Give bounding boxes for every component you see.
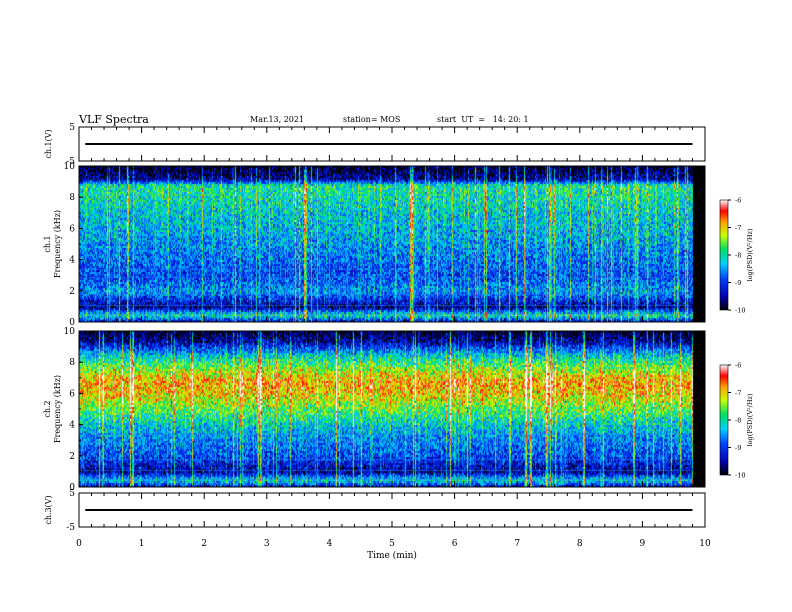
colorbar-label: log(PSD)(V²/Hz) [746,393,754,446]
colorbar-tick-label: -10 [735,307,745,315]
x-tick-label: 8 [577,539,583,549]
colorbar-label: log(PSD)(V²/Hz) [746,228,754,281]
x-tick-label: 2 [201,539,207,549]
x-tick-label: 3 [264,539,270,549]
colorbar [719,364,729,476]
spectrogram-ch1 [79,166,705,322]
figure-title: VLF Spectra [79,113,149,126]
colorbar-tick-label: -9 [735,444,741,452]
y-axis-label: Frequency (kHz) [53,210,62,278]
colorbar-tick-label: -9 [735,279,741,287]
colorbar-tick-label: -7 [735,389,741,397]
y-tick-label: 6 [69,224,75,234]
x-tick-label: 6 [452,539,458,549]
colorbar-tick-label: -10 [735,472,745,480]
x-tick-label: 7 [514,539,520,549]
colorbar-tick-label: -8 [735,417,741,425]
x-tick-label: 4 [327,539,333,549]
y-tick-label: -5 [66,523,75,533]
start-ut-label: start UT = 14: 20: 1 [437,115,529,124]
y-tick-label: 5 [69,123,75,133]
y-tick-label: 4 [69,256,75,266]
spectrogram-ch2 [79,331,705,487]
colorbar-tick-label: -6 [735,197,741,205]
x-tick-label: 0 [76,539,82,549]
y-tick-label: 0 [69,318,75,328]
date-label: Mar.13, 2021 [250,115,305,124]
x-tick-label: 10 [699,539,711,549]
y-tick-label: 10 [64,162,76,172]
colorbar-tick-label: -7 [735,224,741,232]
y-tick-label: 8 [69,193,75,203]
y-axis-label: ch.1 [43,235,52,252]
y-tick-label: 5 [69,489,75,499]
y-tick-label: -5 [66,157,75,167]
station-label: station= MOS [343,115,401,124]
y-tick-label: 8 [69,358,75,368]
x-axis-label: Time (min) [367,550,417,561]
y-axis-label: ch.3(V) [44,495,53,524]
y-tick-label: 0 [69,483,75,493]
y-axis-label: ch.1(V) [44,129,53,158]
colorbar-tick-label: -6 [735,362,741,370]
x-tick-label: 5 [389,539,395,549]
y-tick-label: 2 [69,287,75,297]
y-tick-label: 2 [69,452,75,462]
y-axis-label: ch.2 [43,400,52,417]
x-tick-label: 9 [640,539,646,549]
colorbar [719,199,729,311]
y-tick-label: 10 [64,327,76,337]
y-tick-label: 4 [69,421,75,431]
x-tick-label: 1 [139,539,145,549]
y-axis-label: Frequency (kHz) [53,375,62,443]
y-tick-label: 6 [69,389,75,399]
colorbar-tick-label: -8 [735,252,741,260]
